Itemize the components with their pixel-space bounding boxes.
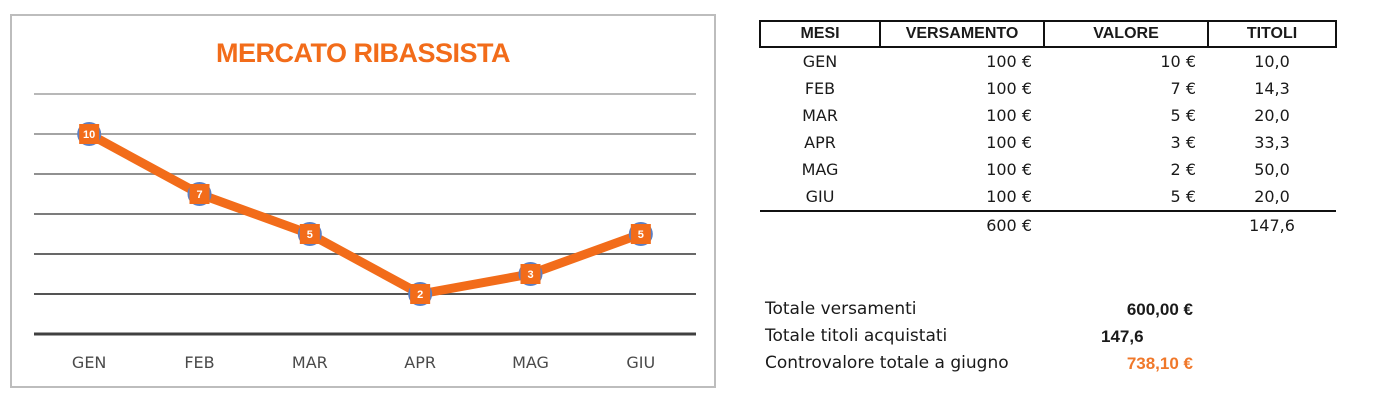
cell-versamento: 100 € [986,106,1032,125]
header-mesi: MESI [759,20,881,48]
cell-mese: FEB [804,79,836,98]
header-versamento: VERSAMENTO [879,20,1045,48]
x-tick-label: APR [404,353,436,372]
table-row: FEB 100 € 7 € 14,3 [760,75,1336,102]
cell-titoli: 50,0 [1254,160,1290,179]
summary-block: Totale versamenti 600,00 € Totale titoli… [765,296,1205,377]
summary-label: Totale titoli acquistati [765,326,948,346]
cell-empty [760,211,880,239]
table-row: MAG 100 € 2 € 50,0 [760,156,1336,183]
cell-mese: GIU [760,183,880,212]
series-line: 10 7 5 2 3 5 [77,122,653,306]
table-row: APR 100 € 3 € 33,3 [760,129,1336,156]
cell-versamento: 100 € [880,183,1044,212]
line-chart: MERCATO RIBASSISTA GEN FEB MAR APR MAG GIU 10… [34,38,696,372]
table-row: GEN 100 € 10 € 10,0 [760,47,1336,75]
data-label-box [79,124,100,144]
header-titoli: TITOLI [1207,20,1337,48]
cell-versamento: 100 € [986,52,1032,71]
cell-versamento: 100 € [986,133,1032,152]
header-valore: VALORE [1043,20,1209,48]
summary-label: Totale versamenti [765,299,917,319]
cell-mese: MAR [802,106,838,125]
grid-lines [34,93,696,336]
summary-row-controvalore: Controvalore totale a giugno 738,10 € [765,350,1205,377]
data-label-box [189,184,210,204]
cell-versamento: 100 € [986,79,1032,98]
x-tick-label: GEN [72,353,106,372]
table-row: GIU 100 € 5 € 20,0 [760,183,1336,212]
cell-valore: 5 € [1170,106,1196,125]
cell-valore: 3 € [1170,133,1196,152]
data-label: 7 [196,189,202,201]
x-tick-label: GIU [626,353,655,372]
total-versamento: 600 € [986,216,1032,235]
cell-valore: 7 € [1170,79,1196,98]
total-titoli: 147,6 [1249,216,1295,235]
cell-mese: MAG [801,160,839,179]
cell-valore: 10 € [1160,52,1196,71]
cell-titoli: 10,0 [1254,52,1290,71]
cell-titoli: 20,0 [1254,106,1290,125]
data-table: MESI VERSAMENTO VALORE TITOLI GEN 100 € … [759,20,1337,239]
summary-value: 600,00 € [1126,300,1193,319]
x-axis-tick-labels: GEN FEB MAR APR MAG GIU [72,353,655,372]
series-polyline [84,129,646,299]
data-label: 5 [638,229,644,241]
chart-panel: MERCATO RIBASSISTA GEN FEB MAR APR MAG GIU 10… [10,14,716,388]
cell-titoli: 14,3 [1254,79,1290,98]
summary-row-titoli: Totale titoli acquistati 147,6 [765,323,1205,350]
summary-row-versamenti: Totale versamenti 600,00 € [765,296,1205,323]
data-label-box [299,224,320,244]
summary-value-highlight: 738,10 € [1126,354,1193,373]
chart-title: MERCATO RIBASSISTA [216,38,510,68]
cell-mese: GEN [802,52,838,71]
table-header-row: MESI VERSAMENTO VALORE TITOLI [759,20,1337,48]
x-tick-label: MAG [512,353,549,372]
cell-mese: APR [804,133,836,152]
cell-valore: 5 € [1044,183,1208,212]
table-row: MAR 100 € 5 € 20,0 [760,102,1336,129]
cell-valore: 2 € [1170,160,1196,179]
data-label: 3 [527,269,533,281]
cell-titoli: 33,3 [1254,133,1290,152]
data-label-box [630,224,651,244]
cell-versamento: 100 € [986,160,1032,179]
cell-titoli: 20,0 [1208,183,1336,212]
x-tick-label: FEB [184,353,214,372]
data-label-box [520,264,541,284]
table-totals-row: 600 € 147,6 [760,211,1336,239]
summary-value: 147,6 [1101,327,1144,346]
cell-empty [1044,211,1208,239]
summary-label: Controvalore totale a giugno [765,353,1009,373]
data-label: 2 [417,289,423,301]
x-tick-label: MAR [292,353,328,372]
data-label: 5 [307,229,313,241]
data-label-box [410,284,431,304]
data-label: 10 [83,129,95,141]
